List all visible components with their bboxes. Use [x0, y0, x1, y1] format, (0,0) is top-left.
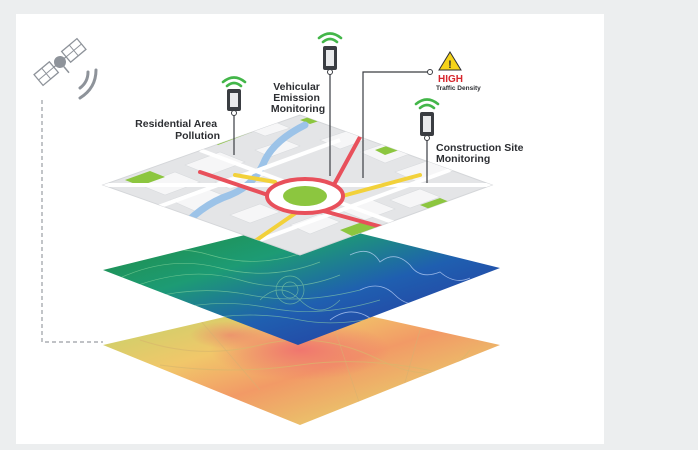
warning-triangle-icon: !: [438, 51, 462, 71]
svg-text:!: !: [448, 59, 452, 71]
label-construction: Construction Site Monitoring: [436, 142, 526, 165]
wifi-signal-icon: [317, 32, 343, 44]
sensor-residential: [221, 76, 247, 155]
alert-text: Traffic Density: [436, 85, 481, 92]
sensor-icon: [227, 89, 241, 111]
sensor-icon: [323, 46, 337, 70]
satellite-icon: [33, 37, 87, 87]
wifi-signal-icon: [221, 76, 247, 88]
label-vehicular: Vehicular Emission Monitoring: [271, 81, 325, 115]
alert-level: HIGH: [438, 74, 463, 85]
heatmap-layer: [103, 300, 500, 425]
sensor-construction: [414, 98, 440, 183]
sensor-vehicular: [317, 32, 343, 176]
label-residential: Residential Area Pollution: [135, 118, 220, 142]
satellite-link-line: [41, 100, 103, 343]
city-map-layer: [101, 114, 494, 256]
traffic-alert: ! HIGH Traffic Density: [362, 51, 481, 178]
satellite-signal-icon: [78, 68, 98, 100]
wifi-signal-icon: [414, 98, 440, 110]
sensor-icon: [420, 112, 434, 136]
